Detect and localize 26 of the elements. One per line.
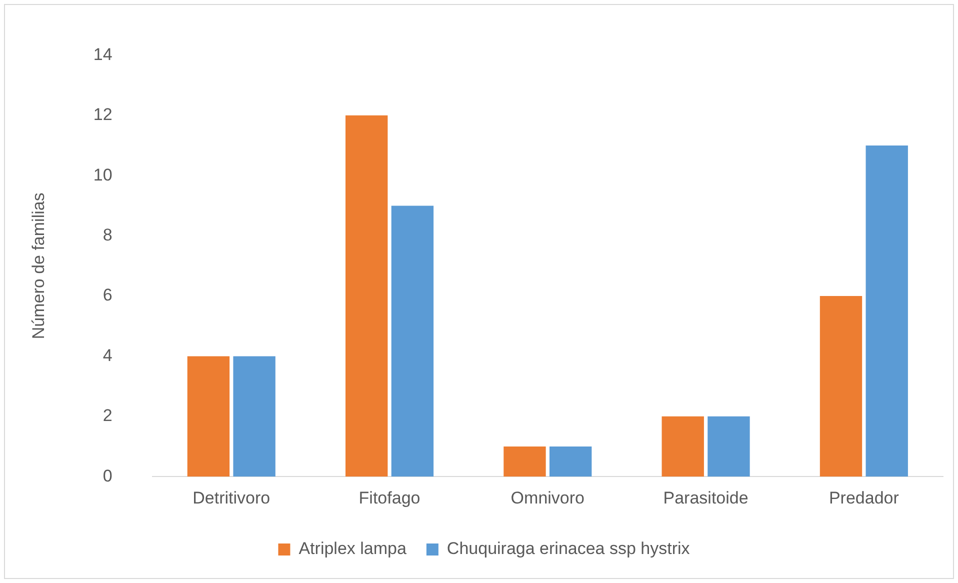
y-tick-label: 14 xyxy=(93,44,112,64)
legend-label: Atriplex lampa xyxy=(298,539,407,558)
bar xyxy=(233,356,276,477)
bar xyxy=(187,356,230,477)
bar xyxy=(391,206,434,477)
y-tick-label: 0 xyxy=(102,466,112,486)
bar xyxy=(866,146,908,477)
x-tick-label: Omnivoro xyxy=(510,488,584,508)
y-tick-label: 10 xyxy=(93,165,112,184)
bar xyxy=(708,416,750,477)
bar xyxy=(549,446,592,477)
bar xyxy=(345,115,388,477)
x-tick-label: Parasitoide xyxy=(663,488,748,508)
y-tick-label: 4 xyxy=(102,346,112,365)
x-tick-label: Fitofago xyxy=(358,488,420,508)
x-tick-label: Predador xyxy=(828,488,900,508)
x-tick-label: Detritivoro xyxy=(192,488,270,508)
legend-label: Chuquiraga erinacea ssp hystrix xyxy=(446,539,690,558)
y-tick-label: 6 xyxy=(102,286,112,305)
y-axis-title: Número de familias xyxy=(28,192,48,340)
bar xyxy=(820,296,862,477)
y-tick-label: 12 xyxy=(93,105,112,124)
y-tick-label: 2 xyxy=(102,406,112,426)
bar xyxy=(504,446,546,477)
bar xyxy=(662,416,704,477)
y-tick-label: 8 xyxy=(102,225,112,244)
